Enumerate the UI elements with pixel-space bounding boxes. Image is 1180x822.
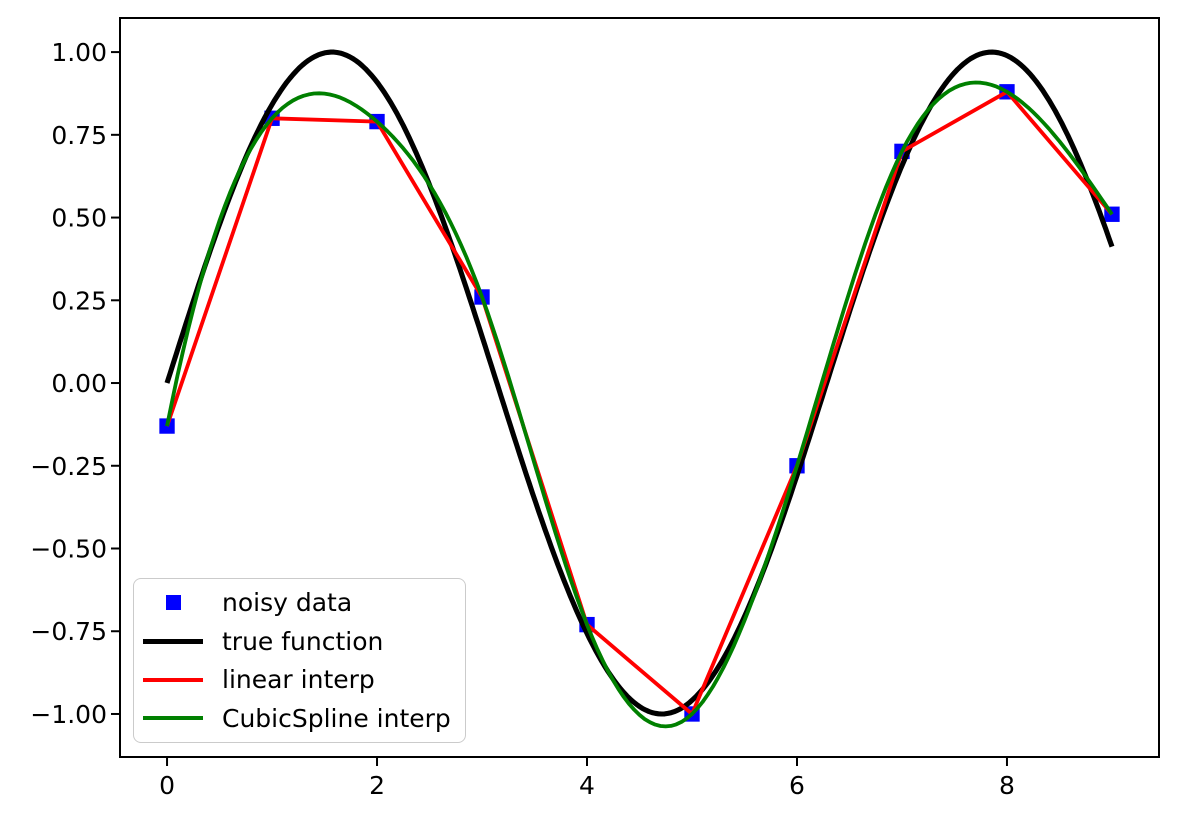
x-tick-label: 0 xyxy=(159,771,175,800)
legend-item-cubicspline-interp: CubicSpline interp xyxy=(134,699,465,738)
x-tick-label: 2 xyxy=(369,771,385,800)
legend-label: noisy data xyxy=(222,588,353,618)
legend-line-sample-icon xyxy=(143,638,203,644)
legend-swatch xyxy=(143,677,203,682)
series-true-function xyxy=(164,49,1115,717)
legend-swatch xyxy=(143,638,203,644)
y-tick-label: 0.00 xyxy=(51,369,107,398)
y-tick-label: −0.25 xyxy=(30,452,107,481)
y-tick-label: 0.25 xyxy=(51,286,107,315)
legend-label: CubicSpline interp xyxy=(222,703,451,733)
legend-item-true-function: true function xyxy=(134,622,465,661)
legend: noisy data true function linear interp C… xyxy=(133,578,466,743)
legend-item-noisy-data: noisy data xyxy=(134,584,465,623)
series-group xyxy=(159,49,1120,729)
legend-square-marker-icon xyxy=(165,595,181,611)
legend-swatch xyxy=(143,716,203,721)
legend-label: true function xyxy=(222,626,384,656)
legend-line-sample-icon xyxy=(143,716,203,721)
series-linear-interp xyxy=(165,89,1114,716)
series-cubicspline-interp xyxy=(165,80,1114,729)
x-tick-label: 8 xyxy=(999,771,1015,800)
legend-line-sample-icon xyxy=(143,677,203,682)
y-tick-label: −0.50 xyxy=(30,535,107,564)
legend-swatch xyxy=(143,595,203,611)
axes-border xyxy=(119,17,1160,758)
y-tick-label: −0.75 xyxy=(30,617,107,646)
y-tick-label: 0.50 xyxy=(51,204,107,233)
x-tick-label: 4 xyxy=(579,771,595,800)
x-tick-label: 6 xyxy=(789,771,805,800)
y-tick-label: 0.75 xyxy=(51,121,107,150)
y-tick-label: −1.00 xyxy=(30,700,107,729)
legend-label: linear interp xyxy=(222,665,375,695)
legend-item-linear-interp: linear interp xyxy=(134,661,465,700)
y-tick-label: 1.00 xyxy=(51,38,107,67)
